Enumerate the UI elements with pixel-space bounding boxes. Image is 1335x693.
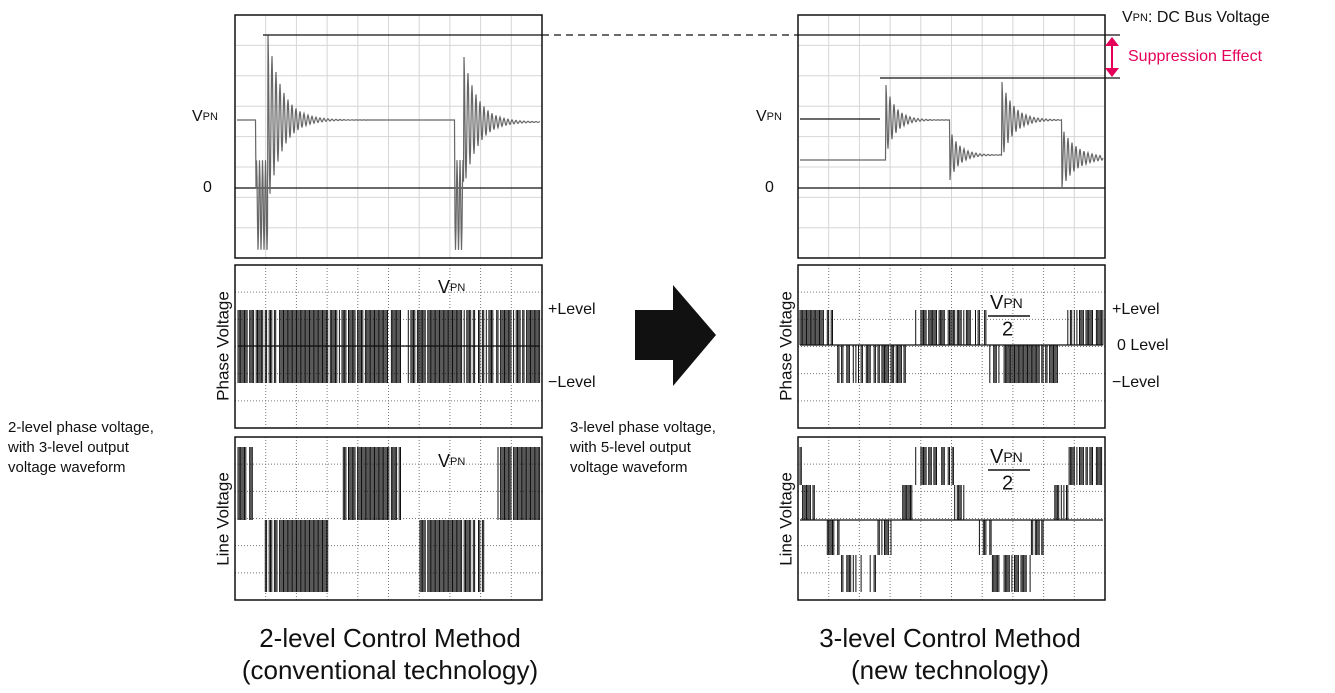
vpn-label: VPN	[756, 108, 782, 125]
title: 2-level Control Method	[259, 623, 521, 653]
vpn-label: VPN	[192, 108, 218, 125]
title: 3-level Control Method	[819, 623, 1081, 653]
level-label: 0 Level	[1117, 337, 1169, 354]
arrow-head	[1105, 37, 1119, 46]
note: with 3-level output	[7, 439, 130, 456]
fraction-numerator: VPN	[990, 292, 1023, 314]
axis-label: Line Voltage	[776, 472, 795, 566]
note: voltage waveform	[8, 459, 126, 476]
suppression-label: Suppression Effect	[1128, 48, 1263, 65]
legend: VPN: DC Bus Voltage	[1122, 9, 1270, 26]
fraction-numerator: VPN	[990, 446, 1023, 468]
level-label: −Level	[548, 374, 596, 391]
axis-label: Phase Voltage	[213, 291, 232, 401]
axis-label: Line Voltage	[213, 472, 232, 566]
note: 2-level phase voltage,	[8, 419, 154, 436]
note: voltage waveform	[570, 459, 688, 476]
zero-label: 0	[765, 179, 774, 196]
level-label: +Level	[548, 301, 596, 318]
transition-arrow	[635, 285, 716, 386]
diagram: VPN 0 Phase Voltage VPN +Level −Level 2-…	[0, 0, 1335, 693]
subtitle: (conventional technology)	[242, 655, 538, 685]
note: with 5-level output	[569, 439, 692, 456]
level-label: −Level	[1112, 374, 1160, 391]
axis-label: Phase Voltage	[776, 291, 795, 401]
note: 3-level phase voltage,	[570, 419, 716, 436]
arrow-head	[1105, 68, 1119, 77]
level-label: +Level	[1112, 301, 1160, 318]
fraction-denominator: 2	[1002, 472, 1013, 494]
fraction-denominator: 2	[1002, 318, 1013, 340]
vpn-label: VPN	[438, 451, 465, 471]
subtitle: (new technology)	[851, 655, 1049, 685]
zero-label: 0	[203, 179, 212, 196]
vpn-label: VPN	[438, 277, 465, 297]
